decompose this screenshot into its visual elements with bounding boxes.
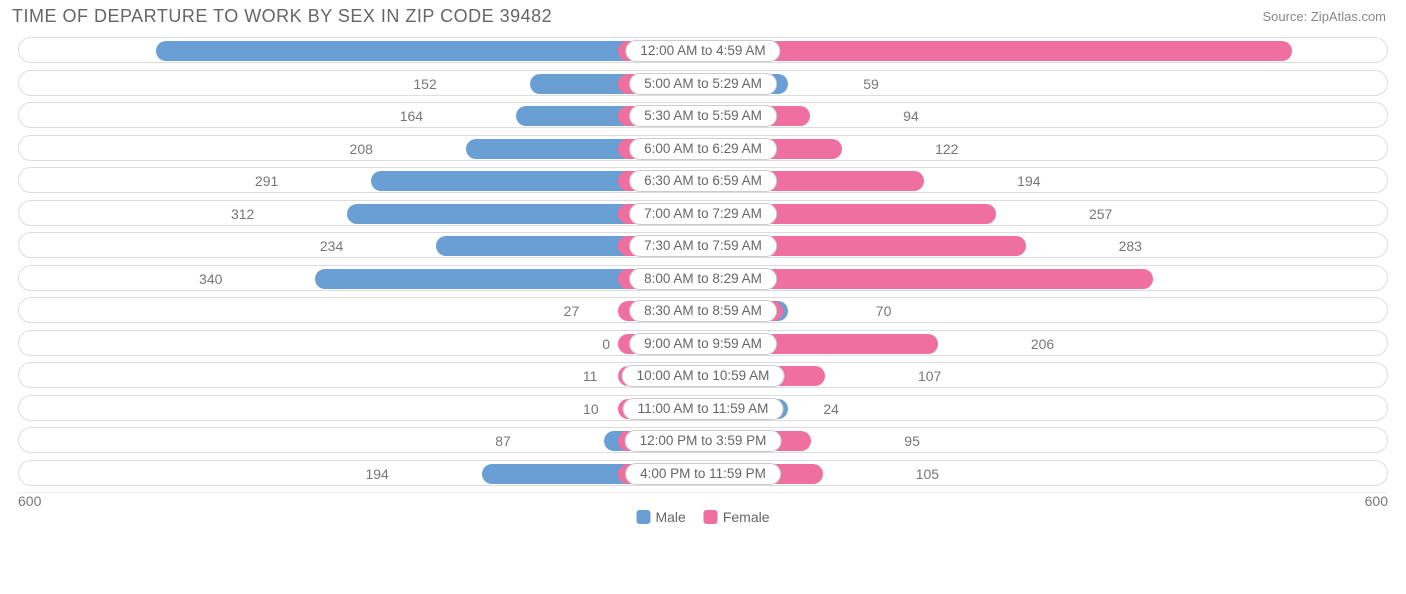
legend-male: Male (636, 509, 685, 525)
male-value: 312 (231, 201, 254, 227)
chart-row: 164 94 5:30 AM to 5:59 AM (18, 102, 1388, 128)
category-pill: 12:00 AM to 4:59 AM (625, 40, 780, 62)
male-value: 164 (400, 103, 423, 129)
category-pill: 6:30 AM to 6:59 AM (629, 170, 777, 192)
male-swatch-icon (636, 510, 650, 524)
category-pill: 7:30 AM to 7:59 AM (629, 235, 777, 257)
category-pill: 7:00 AM to 7:29 AM (629, 203, 777, 225)
chart-row: 234 283 7:30 AM to 7:59 AM (18, 232, 1388, 258)
chart-area: 480 517 12:00 AM to 4:59 AM 152 59 5:00 AM to… (0, 37, 1406, 486)
female-value: 395 (1205, 266, 1238, 292)
axis-left-max: 600 (18, 493, 41, 509)
legend: Male Female (636, 509, 769, 525)
chart-row: 291 194 6:30 AM to 6:59 AM (18, 167, 1388, 193)
category-pill: 10:00 AM to 10:59 AM (622, 365, 785, 387)
female-value: 59 (863, 71, 879, 97)
chart-title: TIME OF DEPARTURE TO WORK BY SEX IN ZIP … (12, 6, 552, 27)
female-value: 206 (1031, 331, 1054, 357)
chart-source: Source: ZipAtlas.com (1262, 9, 1386, 24)
male-value: 480 (71, 38, 104, 64)
chart-footer: 600 600 Male Female (0, 493, 1406, 517)
male-value: 234 (320, 233, 343, 259)
male-value: 11 (583, 363, 598, 389)
female-value: 122 (935, 136, 958, 162)
female-value: 194 (1017, 168, 1040, 194)
female-value: 283 (1119, 233, 1142, 259)
male-value: 291 (255, 168, 278, 194)
male-value: 0 (602, 331, 610, 357)
chart-row: 0 206 9:00 AM to 9:59 AM (18, 330, 1388, 356)
female-value: 95 (904, 428, 920, 454)
female-value: 107 (918, 363, 941, 389)
chart-row: 340 395 8:00 AM to 8:29 AM (18, 265, 1388, 291)
chart-row: 27 70 8:30 AM to 8:59 AM (18, 297, 1388, 323)
female-value: 105 (916, 461, 939, 487)
category-pill: 6:00 AM to 6:29 AM (629, 138, 777, 160)
female-value: 517 (1344, 38, 1377, 64)
chart-header: TIME OF DEPARTURE TO WORK BY SEX IN ZIP … (0, 0, 1406, 37)
legend-male-label: Male (655, 509, 685, 525)
chart-row: 10 24 11:00 AM to 11:59 AM (18, 395, 1388, 421)
category-pill: 12:00 PM to 3:59 PM (625, 430, 782, 452)
category-pill: 9:00 AM to 9:59 AM (629, 333, 777, 355)
legend-female: Female (704, 509, 770, 525)
category-pill: 5:30 AM to 5:59 AM (629, 105, 777, 127)
female-value: 70 (876, 298, 892, 324)
female-value: 257 (1089, 201, 1112, 227)
female-value: 94 (903, 103, 919, 129)
category-pill: 8:30 AM to 8:59 AM (629, 300, 777, 322)
male-value: 87 (495, 428, 511, 454)
chart-row: 480 517 12:00 AM to 4:59 AM (18, 37, 1388, 63)
male-value: 152 (413, 71, 436, 97)
male-value: 10 (583, 396, 599, 422)
legend-female-label: Female (723, 509, 770, 525)
female-value: 24 (823, 396, 839, 422)
chart-row: 11 107 10:00 AM to 10:59 AM (18, 362, 1388, 388)
category-pill: 5:00 AM to 5:29 AM (629, 73, 777, 95)
male-value: 340 (199, 266, 222, 292)
female-swatch-icon (704, 510, 718, 524)
category-pill: 4:00 PM to 11:59 PM (625, 463, 781, 485)
axis-right-max: 600 (1365, 493, 1388, 509)
category-pill: 11:00 AM to 11:59 AM (623, 398, 784, 420)
chart-row: 87 95 12:00 PM to 3:59 PM (18, 427, 1388, 453)
chart-row: 208 122 6:00 AM to 6:29 AM (18, 135, 1388, 161)
chart-row: 194 105 4:00 PM to 11:59 PM (18, 460, 1388, 486)
male-value: 208 (350, 136, 373, 162)
chart-row: 312 257 7:00 AM to 7:29 AM (18, 200, 1388, 226)
male-value: 27 (564, 298, 580, 324)
category-pill: 8:00 AM to 8:29 AM (629, 268, 777, 290)
chart-row: 152 59 5:00 AM to 5:29 AM (18, 70, 1388, 96)
axis-labels: 600 600 (0, 493, 1406, 509)
male-value: 194 (365, 461, 388, 487)
